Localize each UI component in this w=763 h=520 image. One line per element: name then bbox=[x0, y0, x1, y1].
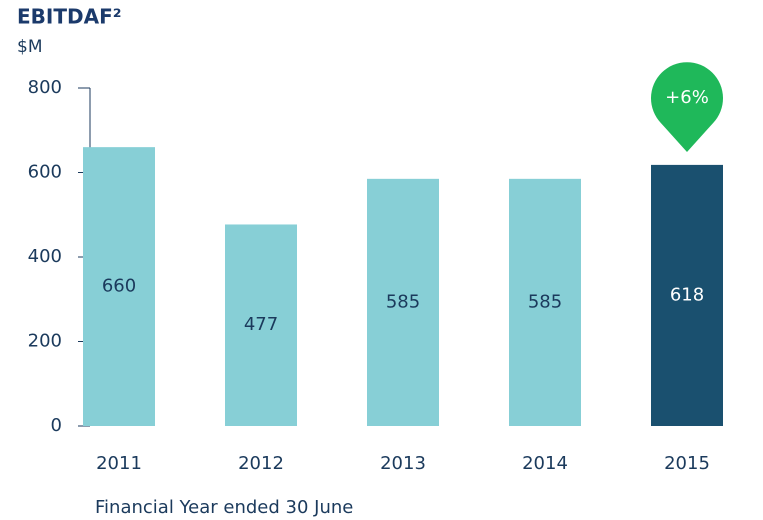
x-axis-label: Financial Year ended 30 June bbox=[95, 497, 353, 518]
annotation: +6% bbox=[665, 87, 709, 108]
y-tick-label: 800 bbox=[28, 77, 62, 98]
bar bbox=[651, 164, 723, 426]
y-axis-label: $M bbox=[17, 37, 42, 57]
y-tick-label: 200 bbox=[28, 331, 62, 352]
value-label: 618 bbox=[670, 284, 704, 305]
bar bbox=[367, 178, 439, 426]
x-tick-label: 2012 bbox=[238, 453, 284, 474]
value-label: 477 bbox=[244, 314, 278, 335]
chart-title: EBITDAF² bbox=[17, 5, 122, 29]
bar bbox=[83, 147, 155, 426]
annotation-pin bbox=[651, 62, 723, 152]
bar bbox=[225, 224, 297, 426]
value-label: 585 bbox=[386, 291, 420, 312]
y-tick-label: 0 bbox=[51, 415, 62, 436]
value-label: 585 bbox=[528, 291, 562, 312]
y-tick-label: 400 bbox=[28, 246, 62, 267]
x-tick-label: 2014 bbox=[522, 453, 568, 474]
x-tick-label: 2011 bbox=[96, 453, 142, 474]
x-tick-label: 2013 bbox=[380, 453, 426, 474]
x-tick-label: 2015 bbox=[664, 453, 710, 474]
bar bbox=[509, 178, 581, 426]
y-tick-label: 600 bbox=[28, 162, 62, 183]
value-label: 660 bbox=[102, 276, 136, 297]
